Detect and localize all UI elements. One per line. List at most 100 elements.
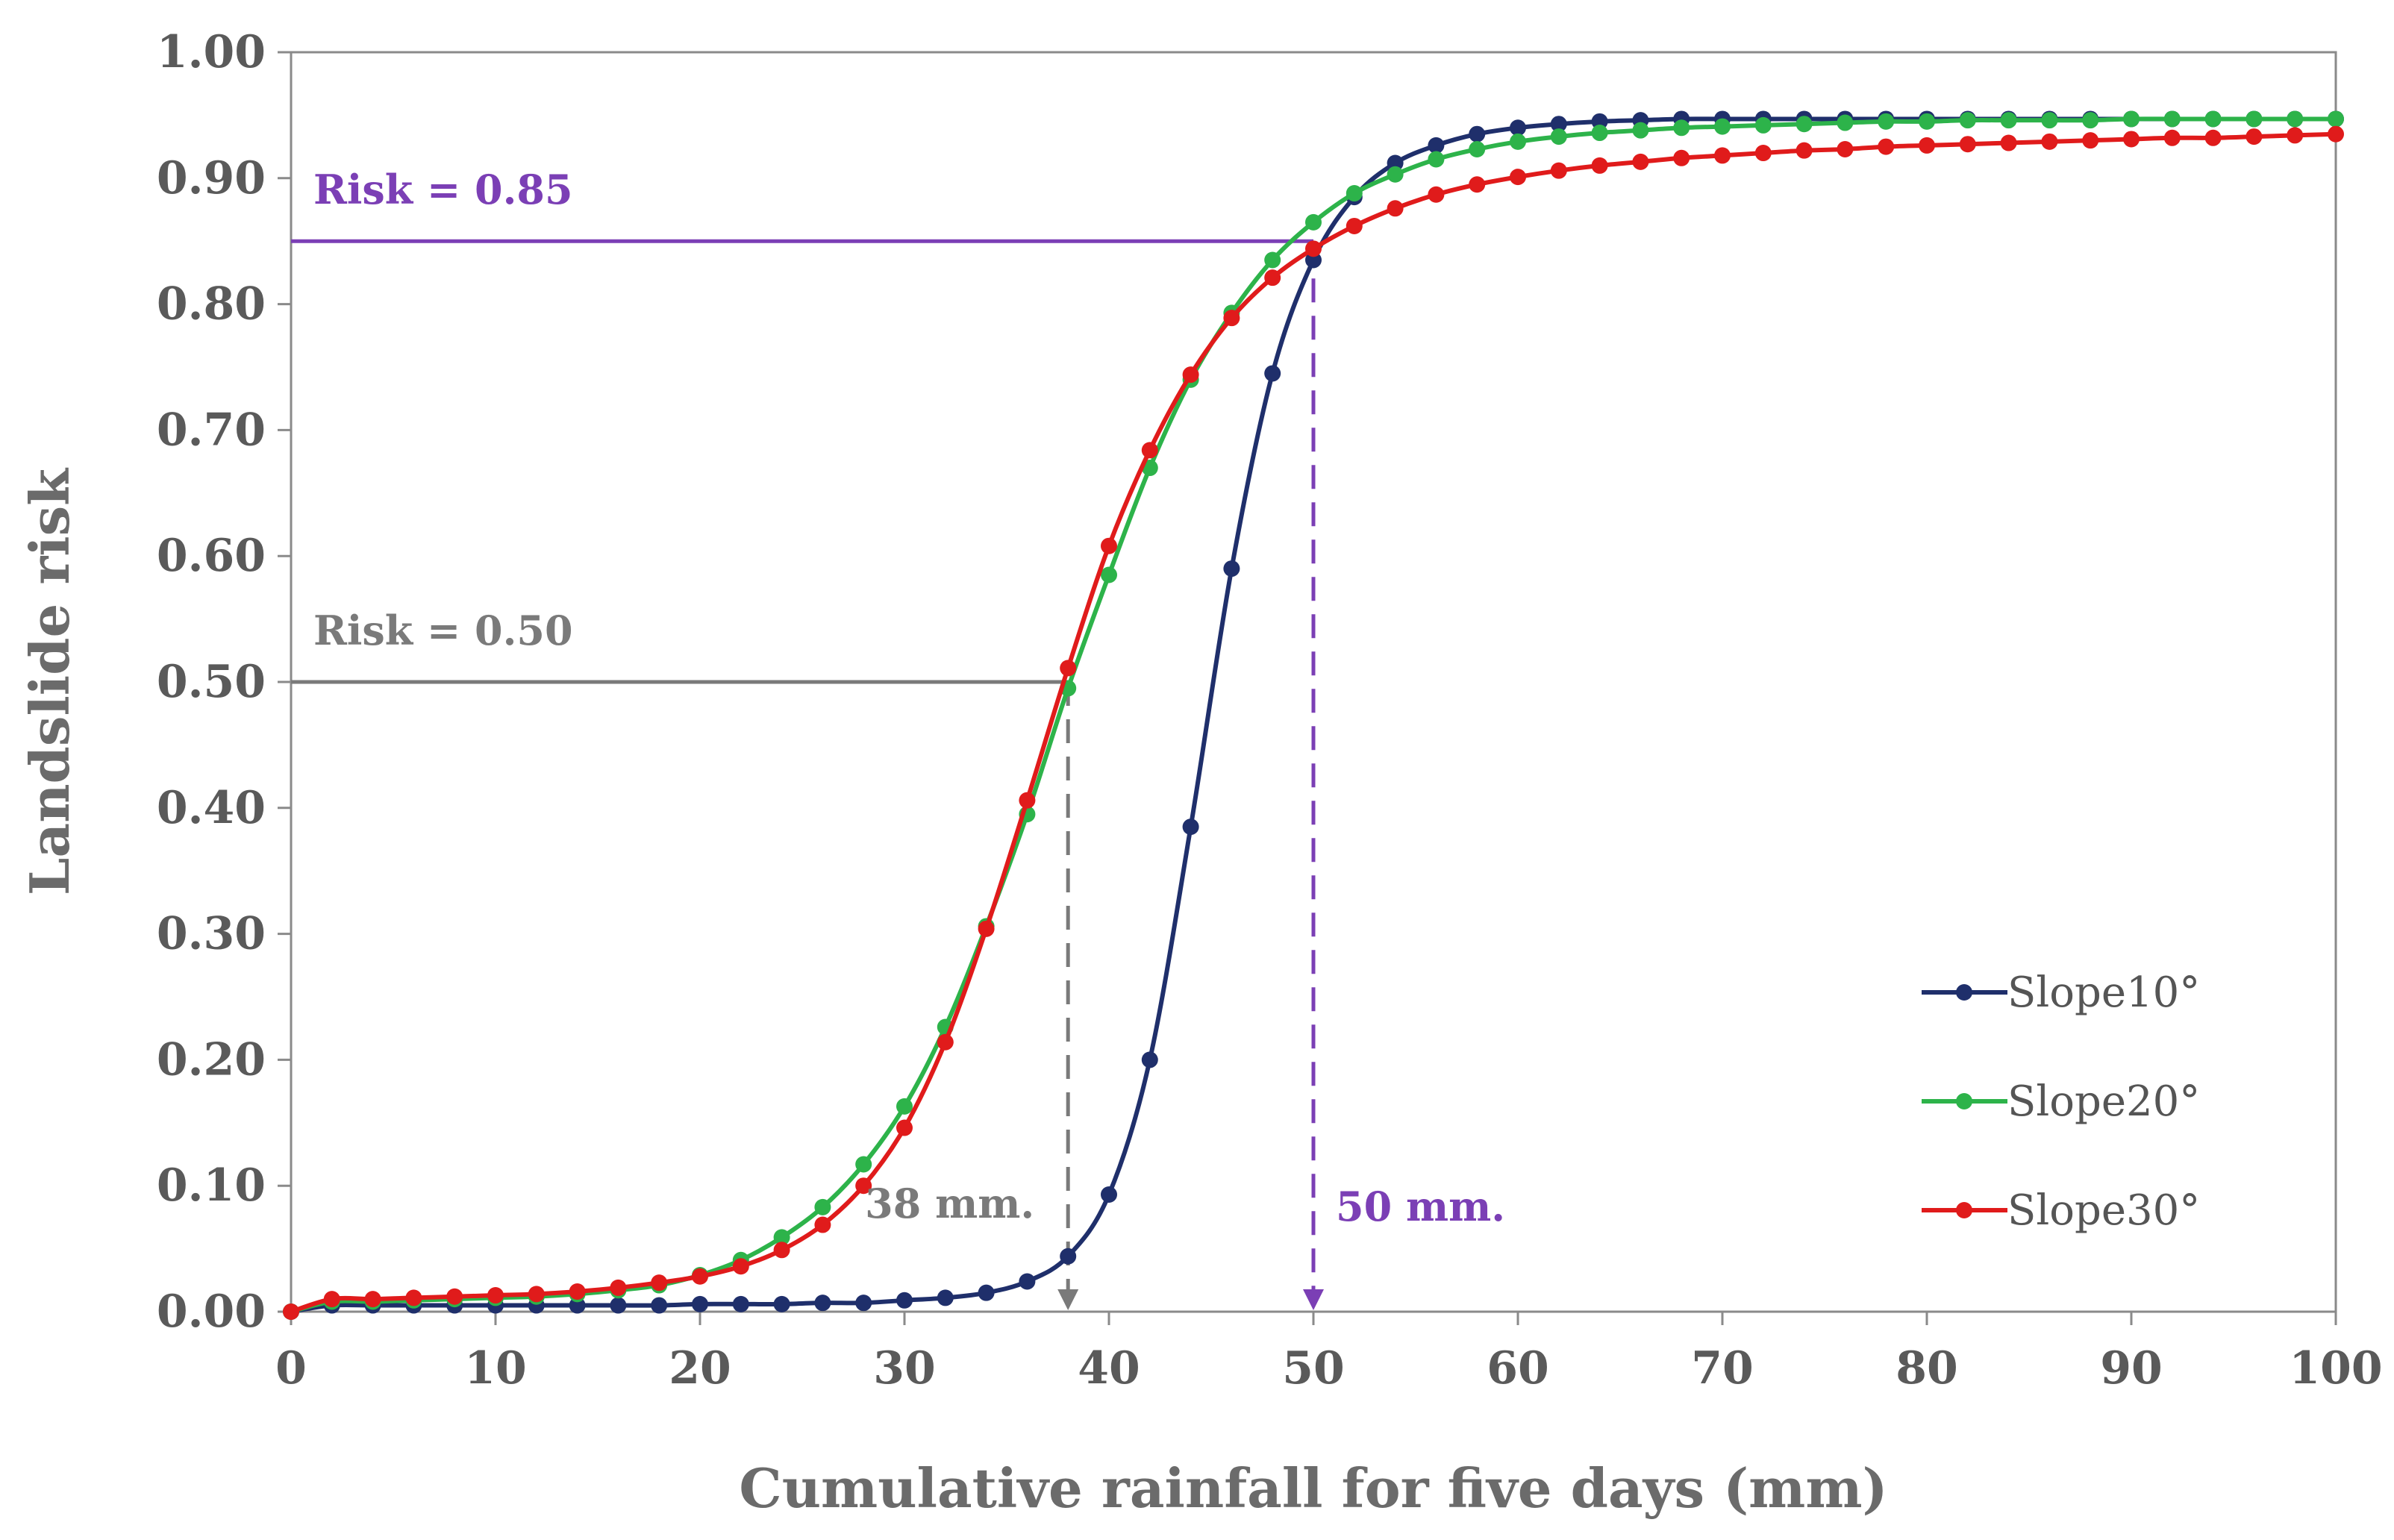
data-point xyxy=(1510,119,1526,137)
data-point xyxy=(487,1287,504,1304)
data-point xyxy=(773,1295,790,1312)
data-point xyxy=(1469,140,1486,157)
x-tick-label: 30 xyxy=(873,1342,936,1395)
data-point xyxy=(651,1297,668,1314)
data-point xyxy=(1346,185,1363,202)
data-point xyxy=(2287,127,2304,144)
data-point xyxy=(2123,110,2140,128)
data-point xyxy=(1673,149,1690,166)
data-point xyxy=(2204,110,2222,128)
data-point xyxy=(937,1289,954,1306)
x-tick-label: 70 xyxy=(1691,1342,1754,1395)
data-point xyxy=(855,1177,872,1195)
data-point xyxy=(1632,153,1649,170)
legend-item: Slope20° xyxy=(1922,1077,2200,1126)
data-point xyxy=(1387,154,1404,172)
data-point xyxy=(528,1286,545,1303)
data-point xyxy=(1305,251,1322,269)
data-point xyxy=(1550,162,1567,179)
data-point xyxy=(814,1295,831,1312)
data-point xyxy=(651,1274,668,1292)
data-point xyxy=(1754,116,1772,134)
risk-050-label: Risk = 0.50 xyxy=(313,607,573,654)
data-point xyxy=(1264,365,1281,382)
data-point xyxy=(1101,537,1117,554)
x-tick-label: 40 xyxy=(1078,1342,1140,1395)
y-tick-label: 0.40 xyxy=(157,782,266,834)
data-point xyxy=(1019,792,1036,809)
data-point xyxy=(896,1292,913,1309)
data-point xyxy=(1837,114,1854,131)
data-point xyxy=(2245,128,2263,145)
data-point xyxy=(2082,112,2099,129)
data-point xyxy=(1591,157,1608,174)
data-point xyxy=(1714,118,1731,135)
data-point xyxy=(978,920,995,937)
data-point xyxy=(1060,1248,1077,1265)
x-tick-label: 60 xyxy=(1487,1342,1549,1395)
data-point xyxy=(773,1242,790,1259)
data-point xyxy=(1182,818,1199,836)
y-tick-label: 0.20 xyxy=(157,1033,266,1086)
data-point xyxy=(1714,147,1731,164)
data-point xyxy=(1223,560,1240,578)
x-tick-label: 20 xyxy=(669,1342,731,1395)
x-tick-label: 0 xyxy=(275,1342,307,1395)
data-point xyxy=(1510,169,1526,186)
data-point xyxy=(1837,140,1854,157)
data-point xyxy=(569,1283,586,1300)
x-tick-label: 90 xyxy=(2100,1342,2163,1395)
data-point xyxy=(2000,112,2017,129)
data-point xyxy=(2000,134,2017,151)
data-point xyxy=(1387,200,1404,217)
x-axis-title: Cumulative rainfall for five days (mm) xyxy=(739,1456,1887,1520)
x-tick-label: 80 xyxy=(1895,1342,1958,1395)
data-point xyxy=(1673,119,1690,137)
data-point xyxy=(896,1119,913,1136)
y-tick-label: 0.80 xyxy=(157,278,266,331)
data-point xyxy=(610,1297,627,1314)
data-point xyxy=(364,1291,381,1308)
data-point xyxy=(1141,1051,1158,1068)
data-point xyxy=(2041,112,2058,129)
label-50mm: 50 mm. xyxy=(1336,1183,1505,1230)
data-point xyxy=(2163,110,2181,128)
data-point xyxy=(2328,125,2344,143)
data-point xyxy=(814,1198,831,1215)
data-point xyxy=(732,1258,749,1275)
legend-label: Slope30° xyxy=(2007,1186,2200,1235)
legend-label: Slope10° xyxy=(2007,968,2200,1017)
data-point xyxy=(323,1291,340,1308)
data-point xyxy=(2041,133,2058,150)
data-point xyxy=(896,1098,913,1115)
data-point xyxy=(446,1288,463,1305)
data-point xyxy=(1754,145,1772,162)
y-tick-label: 0.10 xyxy=(157,1159,266,1212)
x-tick-label: 100 xyxy=(2289,1342,2382,1395)
data-point xyxy=(814,1216,831,1233)
data-point xyxy=(1919,137,1935,154)
data-point xyxy=(1305,213,1322,231)
data-point xyxy=(1550,116,1567,133)
data-point xyxy=(855,1295,872,1312)
data-point xyxy=(1428,137,1445,154)
data-point xyxy=(1101,1186,1117,1203)
x-tick-label: 10 xyxy=(464,1342,527,1395)
data-point xyxy=(1060,660,1077,677)
data-point xyxy=(1387,166,1404,183)
legend-item: Slope10° xyxy=(1922,968,2200,1017)
y-tick-label: 0.50 xyxy=(157,656,266,708)
data-point xyxy=(1959,112,1976,129)
data-point xyxy=(2328,110,2344,128)
data-point xyxy=(1796,116,1813,133)
data-point xyxy=(2123,131,2140,148)
data-point xyxy=(1469,176,1486,193)
y-tick-label: 0.30 xyxy=(157,908,266,960)
x-tick-label: 50 xyxy=(1282,1342,1345,1395)
y-tick-label: 0.60 xyxy=(157,530,266,582)
data-point xyxy=(1510,133,1526,150)
data-point xyxy=(1878,113,1895,130)
data-point xyxy=(1182,366,1199,384)
data-point xyxy=(1591,113,1608,130)
data-point xyxy=(732,1295,749,1312)
